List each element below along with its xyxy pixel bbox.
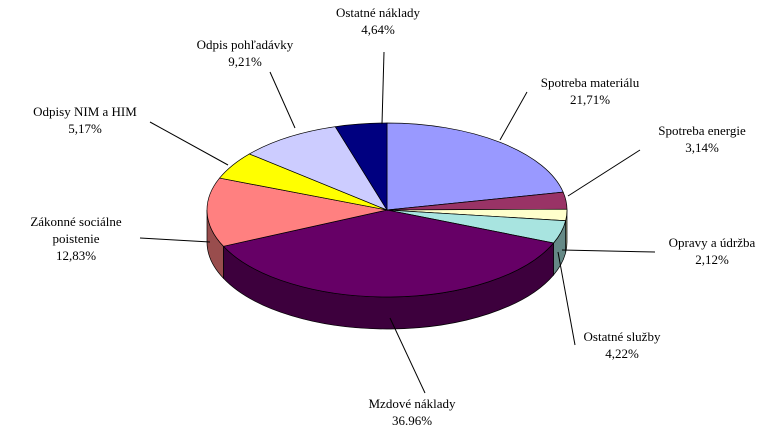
slice: [386, 122, 564, 211]
leader-line: [139, 237, 211, 243]
leader-line: [499, 91, 528, 141]
category-name: Spotreba energie: [658, 123, 746, 138]
slice: [206, 177, 388, 247]
category-name: Odpis pohľadávky: [196, 37, 294, 52]
value-label: 3,14%: [685, 140, 719, 155]
category-name: Mzdové náklady: [368, 396, 456, 411]
value-label: 36.96%: [391, 413, 433, 426]
leader-line: [567, 149, 641, 197]
slice: [334, 122, 388, 212]
leader-line: [561, 249, 656, 253]
slice-label: Spotreba energie 3,14%: [627, 122, 777, 156]
value-label: 9,21%: [228, 54, 262, 69]
leader-line: [557, 251, 576, 346]
slice: [248, 126, 388, 211]
value-label: 12,83%: [55, 248, 97, 263]
slice-label: Ostatné náklady 4,64%: [303, 4, 453, 38]
slice: [222, 209, 555, 298]
leader-line: [269, 71, 296, 129]
slice-label: Mzdové náklady 36.96%: [337, 395, 487, 426]
leader-line: [389, 317, 426, 394]
slice-label: Zákonné sociálne poistenie 12,83%: [11, 213, 141, 264]
category-name: Ostatné služby: [583, 329, 661, 344]
leader-line: [381, 51, 385, 125]
category-name: Spotreba materiálu: [540, 75, 640, 90]
slice-label: Odpis pohľadávky 9,21%: [170, 36, 320, 70]
category-name: Zákonné sociálne poistenie: [30, 214, 122, 246]
category-name: Opravy a údržba: [668, 235, 756, 250]
slice-label: Spotreba materiálu 21,71%: [515, 74, 665, 108]
value-label: 2,12%: [695, 252, 729, 267]
value-label: 5,17%: [68, 121, 102, 136]
category-name: Odpisy NIM a HIM: [33, 104, 137, 119]
slice-label: Ostatné služby 4,22%: [547, 328, 697, 362]
value-label: 4,64%: [361, 22, 395, 37]
slice-label: Opravy a údržba 2,12%: [637, 234, 784, 268]
value-label: 21,71%: [569, 92, 611, 107]
leader-line: [149, 121, 229, 166]
slice-label: Odpisy NIM a HIM 5,17%: [10, 103, 160, 137]
category-name: Ostatné náklady: [335, 5, 421, 20]
value-label: 4,22%: [605, 346, 639, 361]
